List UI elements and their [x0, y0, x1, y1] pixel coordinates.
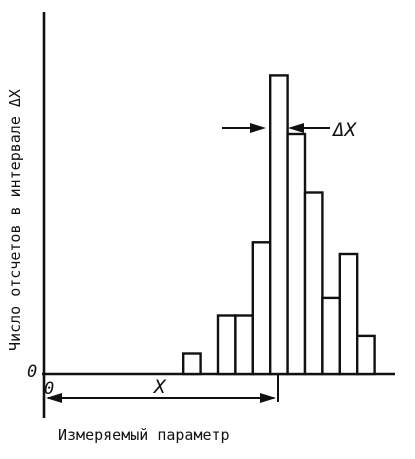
histogram-bar	[234, 314, 254, 376]
delta-x-label: ΔX	[332, 119, 357, 141]
y-origin-label: 0	[27, 362, 37, 382]
histogram-bar	[251, 241, 272, 376]
histogram-bar	[286, 132, 307, 376]
x-marker-label: X	[152, 376, 167, 398]
x-origin-label: 0	[44, 379, 54, 399]
y-axis-label: Число отсчетов в интервале ΔX	[6, 89, 24, 351]
delta-arrowhead-right	[288, 123, 304, 133]
histogram-bar	[356, 334, 376, 376]
histogram-bar	[338, 252, 359, 376]
histogram-bar	[303, 191, 324, 376]
x-marker-arrowhead-right	[260, 393, 276, 403]
x-marker-arrowhead-left	[46, 393, 62, 403]
bars-group	[181, 74, 376, 376]
histogram-bar	[181, 352, 202, 376]
delta-arrowhead-left	[250, 123, 266, 133]
histogram-bar	[269, 74, 289, 376]
histogram-bar	[216, 314, 237, 376]
histogram-bar	[321, 296, 341, 376]
x-axis-label: Измеряемый параметр	[58, 426, 230, 444]
